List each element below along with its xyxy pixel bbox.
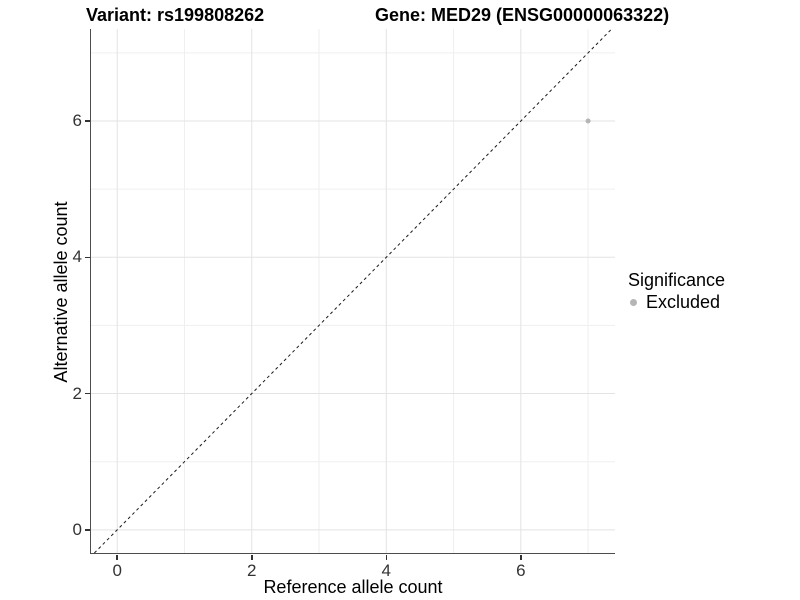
plot-title-gene: Gene: MED29 (ENSG00000063322) bbox=[375, 5, 670, 25]
x-axis-tick-mark bbox=[251, 554, 253, 560]
plot-panel bbox=[89, 29, 615, 554]
x-axis-tick-label: 4 bbox=[381, 561, 392, 580]
y-axis-tick-mark bbox=[84, 529, 90, 531]
y-axis-title: Alternative allele count bbox=[51, 201, 71, 383]
legend-item-label: Excluded bbox=[646, 292, 721, 312]
x-axis-tick-label: 0 bbox=[112, 561, 122, 580]
x-axis-tick-mark bbox=[520, 554, 522, 560]
panel-svg bbox=[90, 29, 615, 553]
y-axis-tick-label: 2 bbox=[72, 383, 82, 403]
y-axis-tick-mark bbox=[84, 120, 90, 122]
y-axis-tick-mark bbox=[84, 392, 90, 395]
x-axis-tick-mark bbox=[385, 554, 388, 560]
legend-title: Significance bbox=[628, 270, 726, 290]
x-axis-title: Reference allele count bbox=[263, 577, 443, 597]
x-axis-tick-label: 6 bbox=[516, 561, 526, 580]
identity-line bbox=[93, 29, 612, 553]
legend: Significance Excluded bbox=[628, 270, 725, 314]
y-axis-tick-mark bbox=[84, 256, 90, 259]
y-axis-tick-label: 6 bbox=[72, 110, 82, 130]
x-axis-tick-label: 2 bbox=[247, 561, 257, 580]
plot-title-variant: Variant: rs199808262 bbox=[86, 5, 265, 25]
x-axis-tick-mark bbox=[116, 554, 118, 560]
data-point bbox=[585, 118, 591, 124]
legend-item-excluded: Excluded bbox=[628, 292, 725, 314]
y-axis-tick-label: 0 bbox=[72, 519, 82, 539]
y-axis-tick-label: 4 bbox=[72, 247, 82, 267]
legend-point-swatch bbox=[630, 299, 637, 306]
